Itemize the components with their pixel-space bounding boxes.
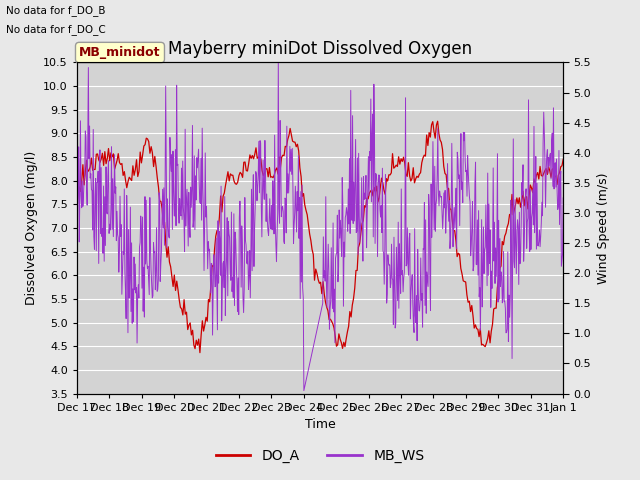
X-axis label: Time: Time [305, 418, 335, 431]
Y-axis label: Wind Speed (m/s): Wind Speed (m/s) [597, 172, 610, 284]
Title: Mayberry miniDot Dissolved Oxygen: Mayberry miniDot Dissolved Oxygen [168, 40, 472, 58]
Text: MB_minidot: MB_minidot [79, 46, 161, 59]
Legend: DO_A, MB_WS: DO_A, MB_WS [210, 443, 430, 468]
Y-axis label: Dissolved Oxygen (mg/l): Dissolved Oxygen (mg/l) [24, 151, 38, 305]
Text: No data for f_DO_B: No data for f_DO_B [6, 5, 106, 16]
Text: No data for f_DO_C: No data for f_DO_C [6, 24, 106, 35]
